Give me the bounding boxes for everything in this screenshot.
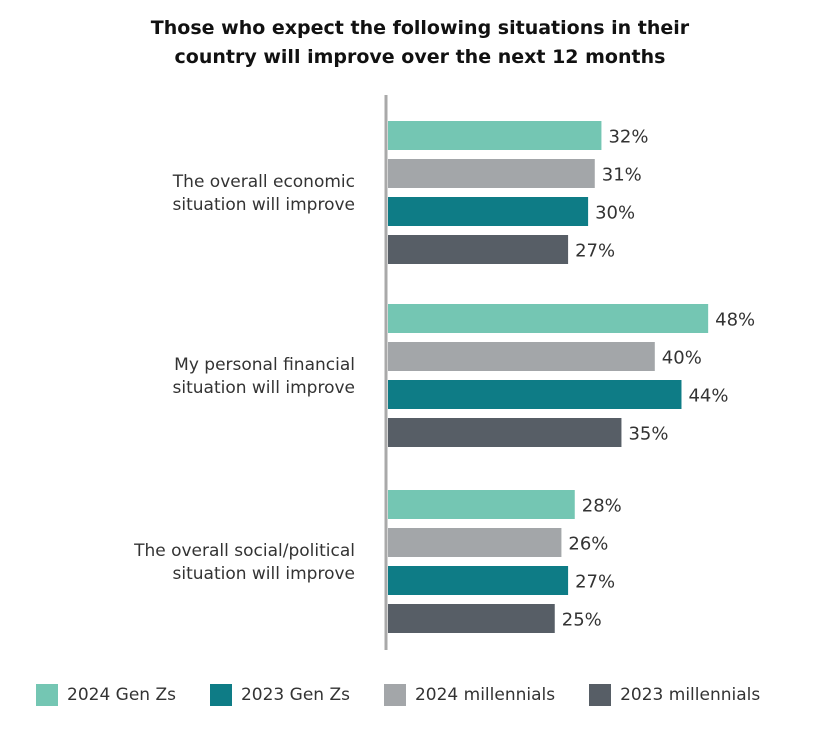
bar bbox=[388, 235, 569, 264]
category-label: situation will improve bbox=[173, 195, 356, 215]
data-label: 27% bbox=[575, 572, 615, 593]
legend-swatch bbox=[589, 684, 612, 706]
bar bbox=[388, 121, 602, 150]
chart-title-line-2: country will improve over the next 12 mo… bbox=[174, 46, 666, 68]
bar bbox=[388, 197, 589, 226]
bar bbox=[388, 159, 595, 188]
legend-item: 2024 millennials bbox=[383, 684, 556, 706]
chart-title: Those who expect the following situation… bbox=[0, 14, 840, 72]
bar bbox=[388, 342, 655, 371]
data-label: 27% bbox=[575, 241, 615, 262]
data-label: 30% bbox=[595, 203, 635, 224]
legend-label: 2024 millennials bbox=[414, 685, 556, 705]
chart-title-line-1: Those who expect the following situation… bbox=[150, 17, 690, 39]
legend-swatch bbox=[383, 684, 406, 706]
bar bbox=[388, 304, 709, 333]
bar bbox=[388, 380, 682, 409]
bar-chart-plot: The overall economic situation will impro… bbox=[133, 95, 755, 650]
data-label: 40% bbox=[662, 348, 702, 369]
bar bbox=[388, 566, 569, 595]
data-label: 28% bbox=[582, 496, 622, 517]
bar bbox=[388, 604, 555, 633]
data-label: 44% bbox=[688, 386, 728, 407]
data-label: 48% bbox=[715, 310, 755, 331]
data-label: 26% bbox=[568, 534, 608, 555]
data-label: 35% bbox=[628, 424, 668, 445]
data-label: 32% bbox=[608, 127, 648, 148]
legend-swatch bbox=[36, 684, 58, 706]
legend-item: 2023 Gen Zs bbox=[209, 684, 350, 706]
chart-legend: 2024 Gen Zs 2023 Gen Zs 2024 millennials 20… bbox=[36, 680, 760, 710]
category-label: My personal financial bbox=[174, 355, 355, 375]
category-label: situation will improve bbox=[173, 378, 356, 398]
data-label: 31% bbox=[602, 165, 642, 186]
bar bbox=[388, 490, 575, 519]
bar bbox=[388, 418, 622, 447]
legend-label: 2024 Gen Zs bbox=[67, 685, 176, 705]
legend-item: 2023 millennials bbox=[589, 684, 760, 706]
bar bbox=[388, 528, 562, 557]
category-label: situation will improve bbox=[173, 564, 356, 584]
data-label: 25% bbox=[562, 610, 602, 631]
category-label: The overall economic bbox=[172, 172, 355, 192]
legend-swatch bbox=[209, 684, 232, 706]
legend-label: 2023 Gen Zs bbox=[240, 685, 350, 705]
legend-item: 2024 Gen Zs bbox=[36, 684, 176, 706]
legend-label: 2023 millennials bbox=[620, 685, 761, 705]
category-label: The overall social/political bbox=[133, 541, 355, 561]
